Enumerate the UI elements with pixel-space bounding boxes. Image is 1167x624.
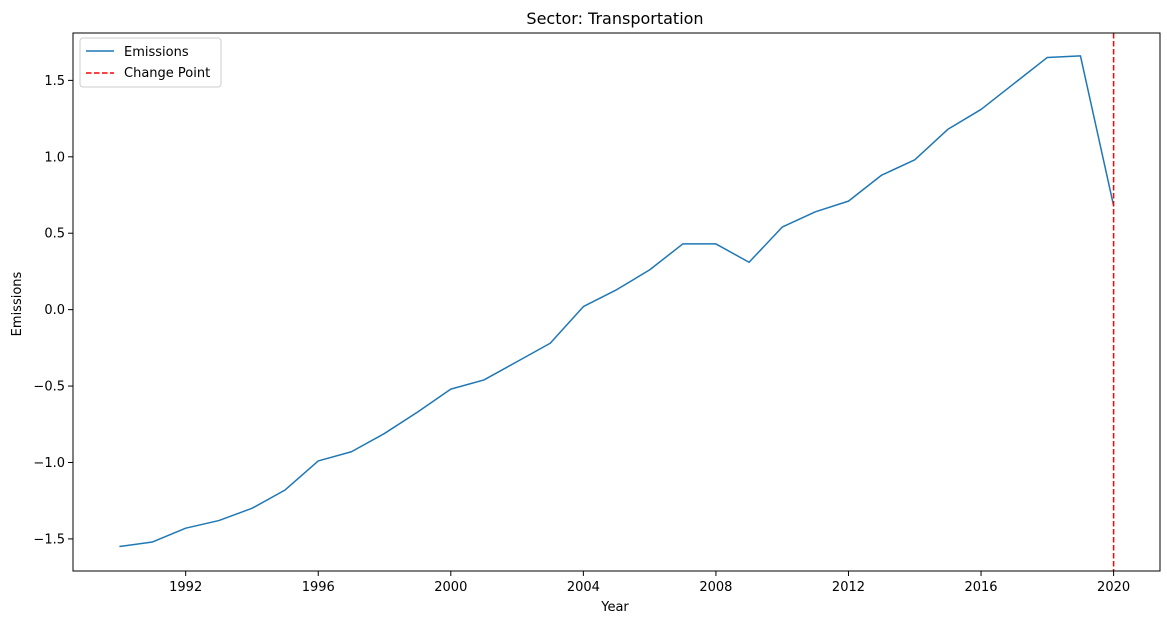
y-tick-label: −1.0 — [33, 456, 65, 471]
x-tick-label: 2000 — [434, 580, 467, 595]
plot-frame — [72, 32, 1161, 572]
x-tick-label: 2020 — [1097, 580, 1130, 595]
legend-emissions-label: Emissions — [124, 45, 189, 60]
y-tick-label: 0.5 — [44, 227, 65, 242]
x-tick-label: 1996 — [302, 580, 335, 595]
y-axis-label: Emissions — [10, 271, 25, 336]
x-tick-label: 2016 — [964, 580, 997, 595]
x-tick-label: 1992 — [169, 580, 202, 595]
series-line-emissions — [119, 55, 1115, 548]
x-tick-label: 2004 — [567, 580, 600, 595]
x-axis-label: Year — [600, 600, 629, 615]
y-tick-label: −0.5 — [33, 380, 65, 395]
x-axis: 1992 1996 2000 2004 2008 2012 2016 2020 — [169, 571, 1130, 595]
legend: Emissions Change Point — [79, 37, 222, 88]
y-axis: −1.5 −1.0 −0.5 0.0 0.5 1.0 1.5 — [33, 74, 73, 547]
legend-box — [79, 37, 222, 88]
y-tick-label: −1.5 — [33, 532, 65, 547]
x-tick-label: 2008 — [699, 580, 732, 595]
chart-title: Sector: Transportation — [526, 9, 703, 28]
legend-change-point-label: Change Point — [124, 66, 210, 81]
y-tick-label: 1.0 — [44, 150, 65, 165]
y-tick-label: 0.0 — [44, 303, 65, 318]
plot-area — [119, 33, 1115, 571]
y-tick-label: 1.5 — [44, 74, 65, 89]
x-tick-label: 2012 — [832, 580, 865, 595]
